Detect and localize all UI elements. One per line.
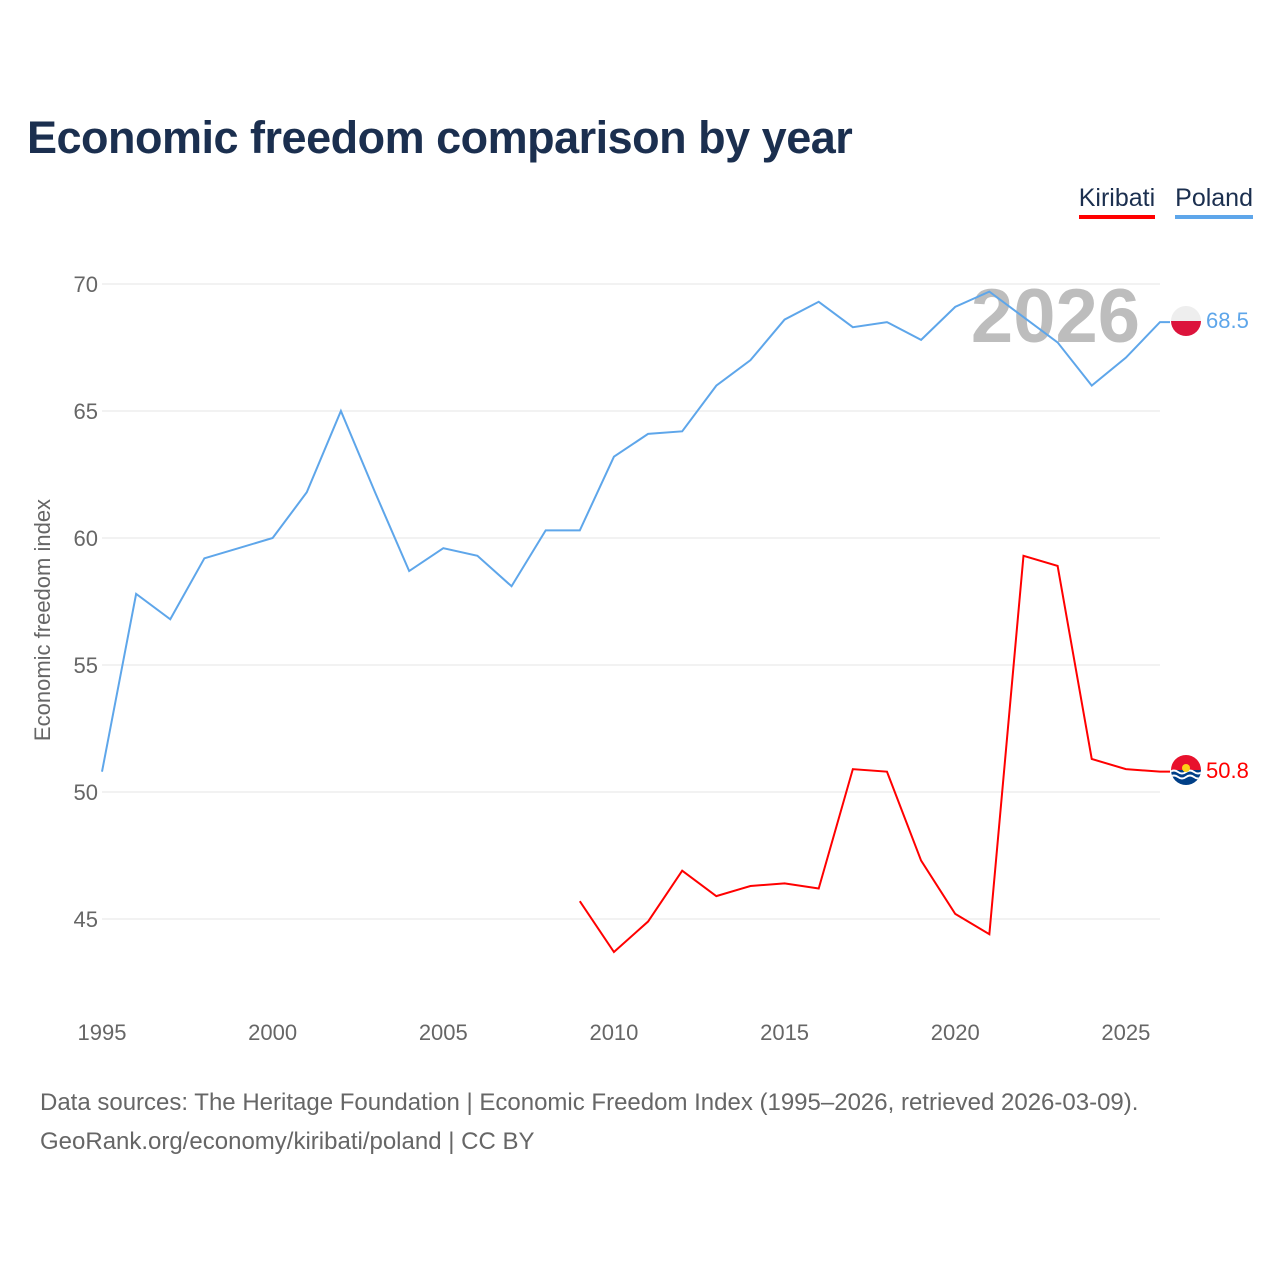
y-tick-label: 65 — [74, 399, 98, 424]
y-axis-label: Economic freedom index — [30, 499, 55, 741]
line-chart: 45 50 55 60 65 70 1995 2000 2005 2010 2015 2020 2025… — [30, 272, 1249, 1045]
kiribati-end-label: 50.8 — [1206, 758, 1249, 783]
y-tick-label: 70 — [74, 272, 98, 297]
x-tick-label: 2000 — [248, 1020, 297, 1045]
x-tick-label: 2020 — [931, 1020, 980, 1045]
y-tick-label: 55 — [74, 653, 98, 678]
series-line-poland — [101, 290, 1170, 772]
y-tick-label: 50 — [74, 780, 98, 805]
legend-kiribati[interactable]: Kiribati — [1078, 184, 1156, 219]
legend-poland[interactable]: Poland — [1175, 184, 1253, 219]
y-tick-label: 60 — [74, 526, 98, 551]
x-tick-label: 2005 — [419, 1020, 468, 1045]
kiribati-flag-icon — [1171, 755, 1201, 785]
y-tick-label: 45 — [74, 907, 98, 932]
poland-end-label: 68.5 — [1206, 308, 1249, 333]
chart-title: Economic freedom comparison by year — [27, 112, 853, 163]
series-line-kiribati — [578, 554, 1170, 954]
poland-flag-icon — [1171, 306, 1201, 336]
x-tick-label: 2015 — [760, 1020, 809, 1045]
x-tick-label: 2010 — [589, 1020, 638, 1045]
source-text: Data sources: The Heritage Foundation | … — [40, 1089, 1139, 1116]
x-tick-label: 1995 — [78, 1020, 127, 1045]
x-tick-label: 2025 — [1101, 1020, 1150, 1045]
legend: Kiribati Poland — [1078, 184, 1253, 219]
source-link[interactable]: GeoRank.org/economy/kiribati/poland | CC… — [40, 1128, 535, 1155]
year-watermark: 2026 — [971, 274, 1140, 359]
